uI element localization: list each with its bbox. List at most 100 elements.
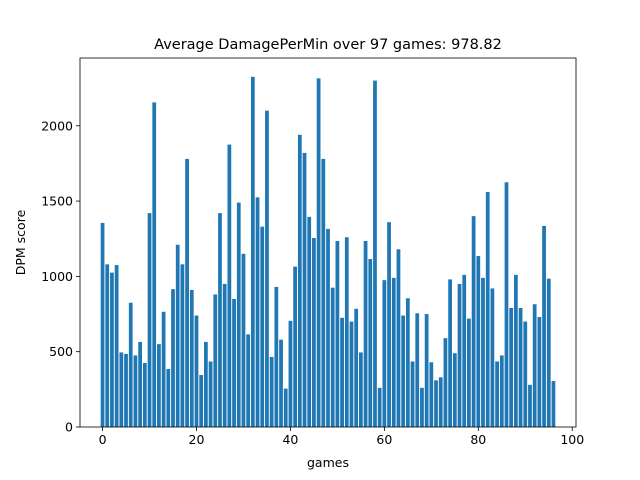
bar-game-78 <box>467 318 471 427</box>
bar-game-32 <box>250 76 255 427</box>
bar-game-66 <box>410 361 415 427</box>
bar-game-69 <box>424 314 429 427</box>
bar-game-87 <box>509 308 514 427</box>
bar-game-57 <box>368 259 373 427</box>
bar-game-46 <box>316 78 321 427</box>
bar-game-20 <box>194 315 199 427</box>
bar-game-92 <box>532 304 537 427</box>
bar-game-28 <box>232 298 236 427</box>
x-axis-label: games <box>307 455 349 470</box>
bar-game-5 <box>124 353 128 427</box>
y-tick-label: 1000 <box>41 269 73 284</box>
bar-game-71 <box>434 380 438 427</box>
bar-game-72 <box>438 377 443 427</box>
bar-game-4 <box>119 352 124 427</box>
bar-game-73 <box>443 338 448 427</box>
bar-game-44 <box>307 216 312 427</box>
bar-game-55 <box>359 352 363 427</box>
bar-game-85 <box>499 355 504 427</box>
bar-game-37 <box>274 286 279 427</box>
bar-game-2 <box>110 272 114 427</box>
x-tick-label: 100 <box>560 432 584 447</box>
bar-game-62 <box>391 277 396 427</box>
bar-game-76 <box>457 283 462 427</box>
bar-game-41 <box>293 266 297 427</box>
bar-game-53 <box>349 321 354 427</box>
bar-game-35 <box>265 110 269 428</box>
bar-game-6 <box>128 302 133 427</box>
bar-game-19 <box>189 289 194 427</box>
bar-game-60 <box>382 280 387 427</box>
bar-game-52 <box>344 237 349 427</box>
y-tick-label: 1500 <box>41 194 73 209</box>
bar-game-82 <box>485 192 490 427</box>
bar-game-45 <box>312 237 316 427</box>
bar-game-21 <box>199 375 204 427</box>
bar-game-12 <box>157 344 161 427</box>
bar-game-61 <box>387 222 391 427</box>
bar-game-33 <box>255 197 260 427</box>
bar-game-1 <box>105 264 110 427</box>
bar-game-10 <box>147 213 152 427</box>
bar-game-24 <box>213 294 218 427</box>
bar-game-59 <box>377 387 382 427</box>
bar-game-29 <box>236 202 241 427</box>
bar-game-26 <box>222 283 227 427</box>
bar-game-23 <box>208 361 213 427</box>
bar-game-90 <box>523 321 528 427</box>
bar-game-11 <box>152 102 157 428</box>
x-axis-ticks: 0 20 40 60 80 100 <box>99 427 584 447</box>
bar-game-88 <box>514 274 518 427</box>
bar-game-40 <box>288 320 293 427</box>
bar-game-39 <box>283 388 288 427</box>
bar-game-68 <box>420 387 424 427</box>
bar-game-8 <box>138 341 142 427</box>
x-tick-label: 60 <box>376 432 392 447</box>
bar-game-77 <box>462 274 467 427</box>
bar-game-86 <box>504 182 509 427</box>
bar-game-16 <box>175 244 180 427</box>
bars-group <box>100 76 556 428</box>
bar-game-89 <box>518 308 523 427</box>
bar-game-56 <box>363 240 368 427</box>
bar-game-51 <box>340 317 344 427</box>
bar-game-83 <box>490 288 495 427</box>
bar-game-49 <box>330 287 335 427</box>
bar-game-93 <box>537 317 542 427</box>
bar-game-65 <box>405 298 410 427</box>
x-tick-label: 40 <box>282 432 298 447</box>
x-tick-label: 0 <box>99 432 107 447</box>
bar-game-96 <box>551 381 556 427</box>
bar-game-25 <box>218 213 222 427</box>
bar-game-50 <box>335 240 340 427</box>
bar-game-15 <box>171 289 175 427</box>
bar-game-47 <box>321 158 326 427</box>
bar-game-31 <box>246 334 251 427</box>
bar-game-36 <box>269 356 274 427</box>
y-axis-ticks: 0 500 1000 1500 2000 <box>41 118 80 435</box>
bar-game-0 <box>100 222 105 427</box>
x-tick-label: 20 <box>189 432 205 447</box>
bar-game-7 <box>133 355 138 427</box>
bar-game-30 <box>241 253 246 427</box>
bar-game-58 <box>373 80 377 427</box>
bar-game-64 <box>401 315 406 427</box>
bar-game-84 <box>495 361 499 427</box>
bar-game-3 <box>114 265 119 427</box>
bar-game-48 <box>326 228 330 427</box>
y-axis-label: DPM score <box>13 209 28 275</box>
x-tick-label: 80 <box>470 432 486 447</box>
bar-game-38 <box>279 339 283 427</box>
y-tick-label: 2000 <box>41 118 73 133</box>
bar-game-79 <box>471 216 476 427</box>
y-tick-label: 0 <box>65 420 73 435</box>
bar-game-14 <box>166 369 171 427</box>
chart-title: Average DamagePerMin over 97 games: 978.… <box>154 37 502 53</box>
bar-game-91 <box>528 384 532 427</box>
axes-frame <box>79 57 577 428</box>
bar-game-94 <box>542 225 546 427</box>
bar-game-17 <box>180 264 185 427</box>
bar-game-81 <box>481 277 485 427</box>
bar-game-70 <box>429 362 434 427</box>
